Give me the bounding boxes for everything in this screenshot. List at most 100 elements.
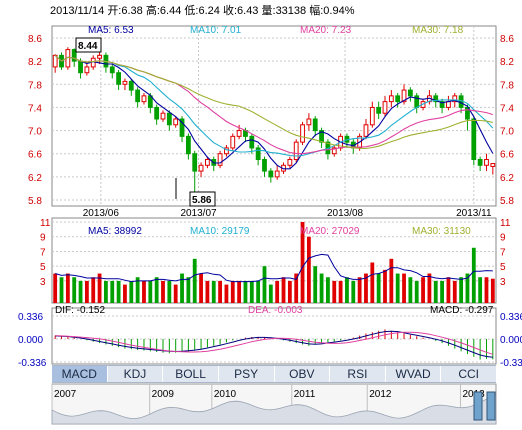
header-close: 6.43 (237, 5, 259, 17)
volume-bar (230, 280, 235, 303)
candle-body (204, 159, 210, 166)
price-header: 2013/11/14 开:6.38 高:6.44 低:6.24 收:6.43 量… (50, 2, 354, 18)
vol-ma30-legend: MA30: 31130 (412, 226, 471, 237)
high-annotation: 8.44 (75, 37, 102, 53)
candle-body (262, 159, 267, 172)
volume-bar (306, 236, 311, 303)
header-high-label: 高: (145, 5, 160, 17)
candle-body (274, 170, 280, 178)
candle-body (401, 89, 407, 103)
candle-body (300, 124, 305, 143)
candle-body (395, 95, 401, 103)
volume-bar (72, 277, 77, 303)
price-y-tick-left: 6.2 (28, 173, 42, 184)
macd-y-ticks: 0.336 0.336 0.000 0.000 -0.336 -0.336 (18, 312, 522, 369)
volume-bar (478, 277, 483, 303)
volume-y-tick-right: 11 (500, 218, 511, 229)
volume-bar (275, 280, 280, 303)
dea-line (55, 331, 493, 355)
timeline-year: 2007 (54, 389, 77, 400)
tab-cci[interactable]: CCI (458, 367, 480, 381)
volume-y-tick-left: 7 (40, 247, 46, 258)
header-low-label: 低: (184, 5, 199, 17)
volume-bar (135, 277, 140, 303)
header-open: 6.38 (121, 5, 143, 17)
timeline-year: 2012 (369, 389, 392, 400)
tab-macd[interactable]: MACD (52, 366, 108, 382)
candle-body (52, 54, 58, 68)
candle-body (439, 101, 445, 108)
timeline-handle-left[interactable] (473, 391, 483, 421)
macd-y-tick-left: 0.000 (18, 335, 43, 346)
candle-body (236, 130, 242, 137)
candle-body (109, 66, 115, 74)
tab-wvad[interactable]: WVAD (386, 366, 442, 382)
candle-body (388, 95, 394, 103)
price-y-tick-left: 7.4 (28, 103, 42, 114)
header-change-label: 幅: (309, 5, 324, 17)
price-panel-frame (51, 25, 497, 207)
volume-bar (243, 280, 248, 303)
volume-bar (376, 273, 381, 303)
volume-bar (471, 247, 476, 303)
candle-body (122, 80, 128, 85)
volume-bar (205, 280, 210, 303)
low-annotation: 5.86 (175, 178, 216, 207)
candle-body (224, 147, 229, 155)
ma10-legend: MA10: 7.01 (190, 25, 242, 36)
volume-bar (256, 280, 261, 303)
candle-body (84, 66, 90, 74)
volume-bar (211, 280, 216, 303)
volume-bar (389, 258, 394, 303)
macd-y-tick-right: 0.336 (500, 312, 522, 323)
tab-psy[interactable]: PSY (219, 366, 275, 382)
volume-bar (218, 280, 222, 303)
volume-bar (161, 280, 165, 303)
timeline-handle-right[interactable] (486, 391, 496, 421)
volume-bar (142, 280, 146, 303)
volume-bar (484, 277, 489, 303)
candle-body (433, 95, 439, 103)
price-moving-averages (54, 54, 494, 170)
dea-legend: DEA: -0.003 (248, 305, 303, 316)
tab-boll[interactable]: BOLL (163, 366, 219, 382)
high-annotation-text: 8.44 (78, 41, 98, 52)
volume-bar (287, 280, 292, 303)
volume-bar (332, 280, 337, 303)
indicator-tabs: MACD KDJ BOLL PSY OBV RSI WVAD CCI (52, 365, 496, 383)
low-annotation-text: 5.86 (192, 195, 212, 206)
price-y-tick-right: 8.2 (500, 57, 514, 68)
volume-bar (110, 280, 115, 303)
price-y-tick-left: 7.0 (28, 127, 42, 138)
volume-bar (59, 277, 64, 303)
tab-rsi[interactable]: RSI (330, 366, 386, 382)
price-x-tick: 2013/07 (180, 208, 217, 219)
price-candles (52, 47, 496, 197)
volume-bar (319, 273, 324, 303)
header-date: 2013/11/14 (50, 5, 105, 17)
tab-kdj[interactable]: KDJ (108, 366, 164, 382)
volume-bar (224, 284, 229, 303)
price-x-tick: 2013/11 (456, 208, 492, 219)
volume-ma5-line (55, 253, 493, 283)
candle-body (198, 164, 204, 172)
volume-bar (338, 280, 343, 303)
macd-y-tick-left: -0.336 (18, 358, 47, 369)
volume-bar (345, 277, 349, 303)
candle-body (376, 106, 382, 114)
candle-body (135, 89, 141, 103)
volume-y-tick-right: 9 (500, 233, 506, 244)
candle-body (230, 135, 236, 149)
tab-obv[interactable]: OBV (275, 366, 331, 382)
price-y-ticks: 8.6 8.6 8.2 8.2 7.8 7.8 7.4 7.4 7.0 7.0 6.6 6.6 6.2 6… (28, 34, 514, 207)
header-low: 6.24 (198, 5, 220, 17)
volume-bar (154, 277, 159, 303)
volume-bar (370, 262, 375, 303)
volume-bar (167, 280, 172, 303)
vol-ma20-legend: MA20: 27029 (300, 226, 360, 237)
price-x-ticks: 2013/06 2013/07 2013/08 2013/11 (83, 208, 492, 219)
header-volume-label: 量: (261, 5, 276, 17)
candle-body (490, 163, 496, 167)
price-y-tick-right: 7.8 (500, 80, 514, 91)
